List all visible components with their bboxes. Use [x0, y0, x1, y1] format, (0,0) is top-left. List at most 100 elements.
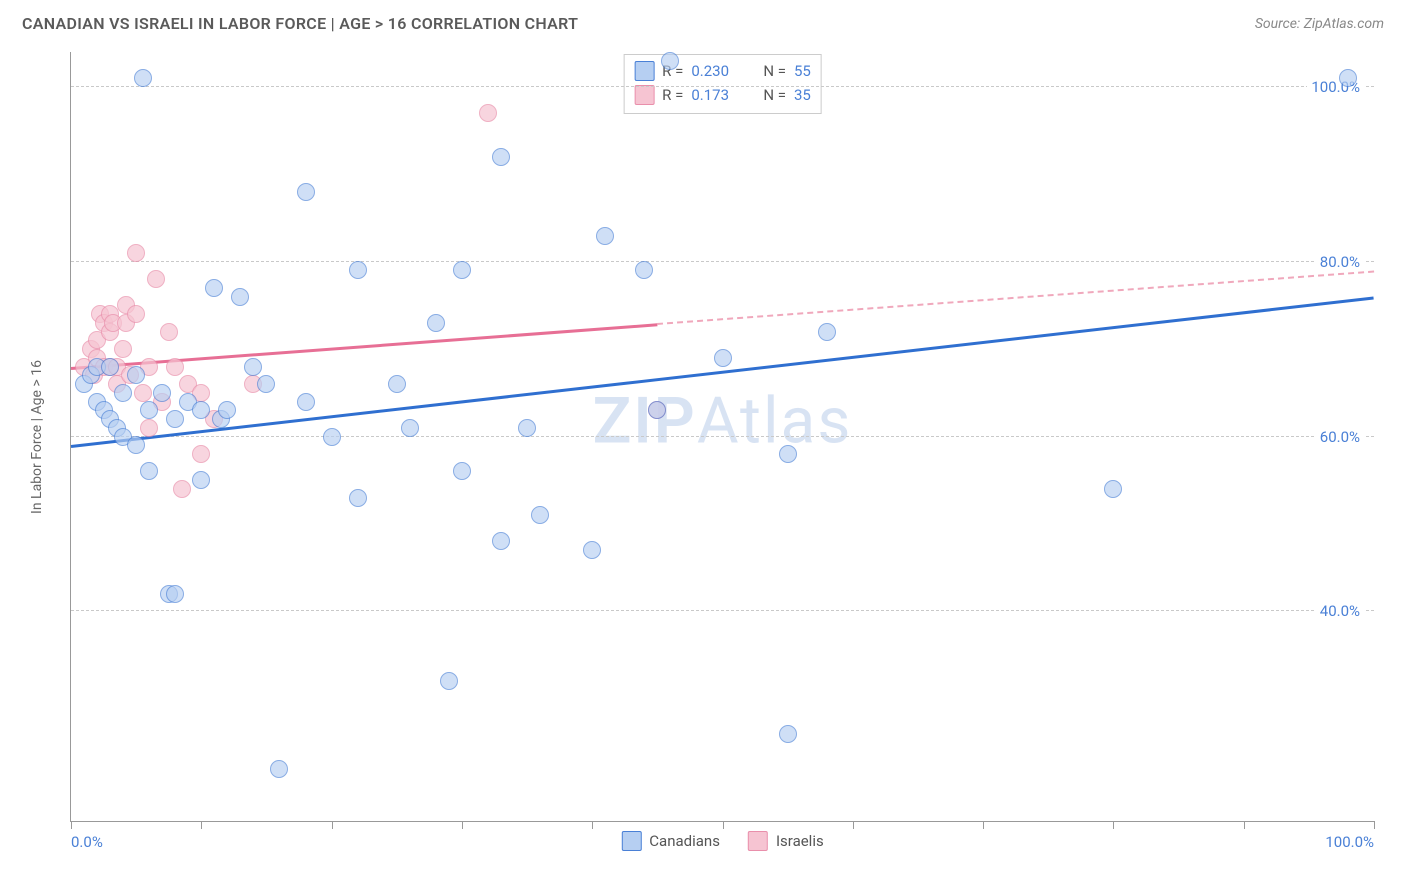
scatter-point [205, 279, 223, 297]
gridline-h [71, 436, 1374, 437]
watermark: ZIPAtlas [593, 384, 853, 459]
legend-item-canadians: Canadians [621, 831, 720, 851]
stat-n-value: 55 [794, 62, 811, 80]
legend-item-israelis: Israelis [748, 831, 824, 851]
gridline-h [71, 610, 1374, 611]
correlation-stats-box: R = 0.230 N = 55 R = 0.173 N = 35 [623, 54, 822, 114]
y-tick-label: 40.0% [1316, 602, 1364, 620]
scatter-point [127, 436, 145, 454]
scatter-point [779, 445, 797, 463]
scatter-point [1104, 480, 1122, 498]
scatter-point [323, 428, 341, 446]
gridline-h [71, 86, 1374, 87]
legend-swatch-israelis [748, 831, 768, 851]
scatter-point [134, 384, 152, 402]
scatter-point [661, 52, 679, 70]
x-tick [332, 821, 333, 829]
stat-n-label: N = [763, 62, 786, 80]
x-tick [592, 821, 593, 829]
chart-title: CANADIAN VS ISRAELI IN LABOR FORCE | AGE… [22, 14, 578, 33]
scatter-point [453, 462, 471, 480]
scatter-point [714, 349, 732, 367]
plot-area: ZIPAtlas In Labor Force | Age > 16 0.0% … [70, 52, 1374, 822]
stat-r-value: 0.230 [691, 62, 741, 80]
legend-bottom: Canadians Israelis [621, 831, 823, 851]
y-axis-title: In Labor Force | Age > 16 [29, 360, 45, 514]
source-label: Source: ZipAtlas.com [1255, 16, 1384, 32]
scatter-point [192, 471, 210, 489]
x-tick [462, 821, 463, 829]
scatter-point [270, 760, 288, 778]
scatter-point [297, 183, 315, 201]
scatter-point [127, 366, 145, 384]
stat-r-value: 0.173 [691, 86, 741, 104]
scatter-point [127, 305, 145, 323]
scatter-point [114, 340, 132, 358]
y-tick-label: 60.0% [1316, 428, 1364, 446]
scatter-point [635, 261, 653, 279]
legend-swatch-canadians [621, 831, 641, 851]
x-tick [201, 821, 202, 829]
x-tick [1113, 821, 1114, 829]
scatter-point [173, 480, 191, 498]
scatter-point [134, 69, 152, 87]
stat-n-value: 35 [794, 86, 811, 104]
scatter-point [244, 358, 262, 376]
scatter-point [401, 419, 419, 437]
stat-swatch-israelis [634, 85, 654, 105]
x-axis-max-label: 100.0% [1325, 833, 1374, 851]
y-tick-label: 80.0% [1316, 253, 1364, 271]
chart-container: ZIPAtlas In Labor Force | Age > 16 0.0% … [22, 46, 1384, 854]
x-axis-min-label: 0.0% [71, 833, 103, 851]
scatter-point [140, 419, 158, 437]
scatter-point [297, 393, 315, 411]
legend-label-canadians: Canadians [649, 832, 720, 850]
scatter-point [818, 323, 836, 341]
scatter-point [147, 270, 165, 288]
scatter-point [583, 541, 601, 559]
scatter-point [388, 375, 406, 393]
scatter-point [192, 445, 210, 463]
x-tick [983, 821, 984, 829]
scatter-point [101, 358, 119, 376]
scatter-point [1339, 69, 1357, 87]
scatter-point [166, 358, 184, 376]
legend-label-israelis: Israelis [776, 832, 824, 850]
x-tick [1244, 821, 1245, 829]
stat-n-label: N = [763, 86, 786, 104]
x-tick [1374, 821, 1375, 829]
scatter-point [140, 401, 158, 419]
x-tick [723, 821, 724, 829]
x-tick [71, 821, 72, 829]
scatter-point [479, 104, 497, 122]
gridline-h [71, 261, 1374, 262]
scatter-point [349, 489, 367, 507]
scatter-point [531, 506, 549, 524]
scatter-point [492, 532, 510, 550]
scatter-point [648, 401, 666, 419]
scatter-point [166, 410, 184, 428]
scatter-point [140, 462, 158, 480]
scatter-point [257, 375, 275, 393]
scatter-point [779, 725, 797, 743]
stat-swatch-canadians [634, 61, 654, 81]
stat-r-label: R = [662, 86, 683, 104]
scatter-point [596, 227, 614, 245]
scatter-point [114, 384, 132, 402]
watermark-left: ZIP [593, 384, 697, 459]
scatter-point [518, 419, 536, 437]
scatter-point [166, 585, 184, 603]
scatter-point [192, 401, 210, 419]
scatter-point [160, 323, 178, 341]
x-tick [853, 821, 854, 829]
watermark-right: Atlas [697, 384, 853, 459]
trend-line [657, 270, 1374, 324]
scatter-point [153, 384, 171, 402]
scatter-point [218, 401, 236, 419]
scatter-point [231, 288, 249, 306]
scatter-point [349, 261, 367, 279]
scatter-point [127, 244, 145, 262]
scatter-point [427, 314, 445, 332]
scatter-point [453, 261, 471, 279]
scatter-point [492, 148, 510, 166]
